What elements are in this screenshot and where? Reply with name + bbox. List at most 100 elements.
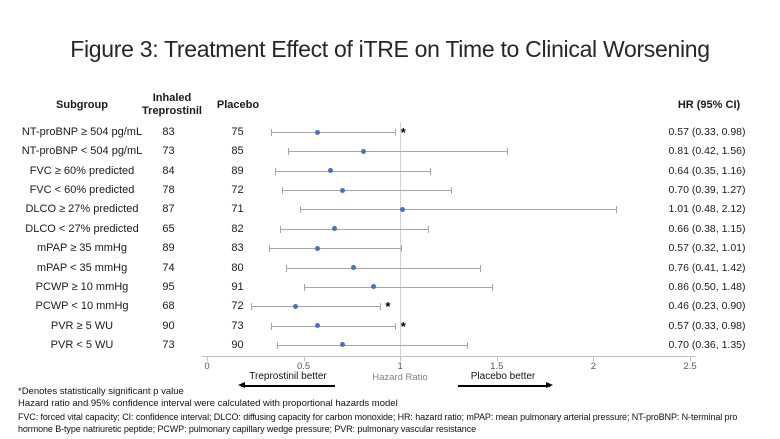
ci-whisker — [276, 344, 468, 346]
ci-whisker — [270, 325, 397, 327]
treatment-n-value: 74 — [162, 261, 175, 274]
subgroup-label: mPAP < 35 mmHg — [36, 261, 128, 274]
hr-ci-value: 0.66 (0.38, 1.15) — [668, 222, 746, 235]
ci-cap-lower — [280, 225, 282, 233]
ci-cap-lower — [268, 245, 270, 253]
hr-point-marker — [332, 226, 337, 232]
hr-point-marker — [370, 284, 376, 290]
significance-asterisk: * — [400, 318, 406, 334]
ci-whisker — [288, 151, 509, 153]
subgroup-label: NT-proBNP < 504 pg/mL — [21, 145, 143, 158]
ci-whisker — [251, 306, 381, 308]
placebo-n-value: 75 — [231, 126, 244, 138]
placebo-n-value: 72 — [231, 184, 244, 197]
significance-asterisk: * — [385, 299, 391, 315]
ci-cap-upper — [451, 187, 453, 195]
ci-cap-lower — [276, 341, 278, 349]
reference-line-hr-1 — [399, 122, 401, 356]
treatment-n-value: 84 — [162, 164, 175, 177]
treprostinil-better-label: Treprostinil better — [249, 371, 327, 382]
x-axis-tick — [400, 357, 402, 361]
placebo-n-value: 72 — [231, 300, 244, 313]
ci-whisker — [303, 286, 493, 288]
ci-whisker — [280, 228, 430, 230]
placebo-n-value: 71 — [231, 203, 244, 216]
ci-whisker — [299, 209, 617, 211]
x-axis-tick-label: 0 — [204, 361, 210, 372]
ci-cap-upper — [480, 264, 482, 272]
hr-ci-value: 0.57 (0.33, 0.98) — [668, 126, 746, 138]
column-header-placebo: Placebo — [216, 99, 260, 111]
ci-cap-lower — [251, 303, 253, 311]
hr-ci-value: 0.46 (0.23, 0.90) — [668, 300, 746, 313]
ci-cap-upper — [395, 322, 397, 330]
x-axis-tick-label: 1.5 — [490, 361, 504, 372]
hr-ci-value: 0.81 (0.42, 1.56) — [668, 145, 746, 158]
column-header-subgroup: Subgroup — [56, 99, 108, 111]
left-arrow-icon — [238, 382, 338, 389]
subgroup-label: DLCO ≥ 27% predicted — [25, 203, 139, 216]
ci-cap-lower — [274, 167, 276, 175]
ci-whisker — [282, 190, 453, 192]
treatment-n-value: 89 — [162, 242, 175, 255]
ci-cap-lower — [286, 264, 288, 272]
hr-ci-value: 0.86 (0.50, 1.48) — [668, 280, 746, 293]
hr-point-marker — [314, 245, 320, 251]
arrow-shaft — [458, 384, 550, 387]
hr-point-marker — [360, 148, 366, 154]
hr-ci-value: 0.57 (0.33, 0.98) — [668, 319, 746, 332]
ci-cap-lower — [299, 206, 301, 214]
treatment-n-value: 65 — [162, 222, 175, 235]
x-axis-line — [202, 356, 696, 357]
placebo-n-value: 80 — [231, 261, 244, 274]
figure-title: Figure 3: Treatment Effect of iTRE on Ti… — [70, 36, 710, 62]
footnote-method: Hazard ratio and 95% confidence interval… — [18, 398, 398, 409]
ci-cap-upper — [615, 206, 617, 214]
treatment-n-value: 83 — [162, 126, 175, 138]
subgroup-label: mPAP ≥ 35 mmHg — [37, 242, 127, 255]
ci-cap-upper — [491, 283, 493, 291]
x-axis-tick-label: 2.5 — [683, 361, 697, 372]
significance-asterisk: * — [400, 125, 406, 140]
subgroup-label: NT-proBNP ≥ 504 pg/mL — [21, 126, 143, 138]
ci-cap-lower — [288, 148, 290, 156]
subgroup-label: FVC ≥ 60% predicted — [29, 164, 135, 177]
x-axis-tick — [593, 357, 595, 361]
x-axis-tick — [207, 357, 208, 361]
placebo-n-value: 91 — [231, 280, 244, 293]
x-axis-tick — [303, 357, 305, 361]
x-axis-tick-label: 2 — [590, 361, 597, 372]
arrow-head-right — [546, 382, 553, 388]
ci-cap-upper — [428, 225, 430, 233]
arrow-head-left — [238, 382, 245, 388]
ci-whisker — [274, 170, 432, 172]
treatment-n-value: 90 — [162, 319, 175, 332]
treatment-n-value: 73 — [162, 338, 175, 351]
column-header-inhaled-treprostinil: Inhaled Treprostinil — [142, 92, 202, 117]
right-arrow-icon — [455, 382, 553, 389]
hr-ci-value: 0.70 (0.36, 1.35) — [668, 338, 746, 351]
hr-point-marker — [399, 206, 405, 212]
treatment-n-value: 68 — [162, 300, 175, 313]
x-axis-title: Hazard Ratio — [372, 372, 428, 383]
placebo-n-value: 85 — [231, 145, 244, 158]
placebo-better-label: Placebo better — [470, 371, 536, 382]
placebo-n-value: 73 — [231, 319, 244, 332]
subgroup-label: PVR < 5 WU — [50, 338, 114, 351]
ci-cap-upper — [507, 148, 509, 156]
ci-cap-lower — [282, 187, 284, 195]
hr-ci-value: 0.64 (0.35, 1.16) — [668, 164, 746, 177]
hr-ci-value: 0.57 (0.32, 1.01) — [668, 242, 746, 255]
x-axis-tick-label: 0.5 — [296, 361, 311, 372]
arrow-shaft — [241, 384, 335, 387]
ci-whisker — [286, 267, 482, 269]
hr-point-marker — [339, 342, 345, 348]
hr-ci-value: 0.76 (0.41, 1.42) — [668, 261, 746, 274]
hr-ci-value: 0.70 (0.39, 1.27) — [668, 184, 746, 197]
treatment-n-value: 95 — [162, 280, 175, 293]
hr-point-marker — [314, 129, 320, 135]
subgroup-label: PCWP < 10 mmHg — [35, 300, 129, 313]
x-axis-tick-label: 1 — [397, 361, 403, 372]
placebo-n-value: 89 — [231, 164, 244, 177]
